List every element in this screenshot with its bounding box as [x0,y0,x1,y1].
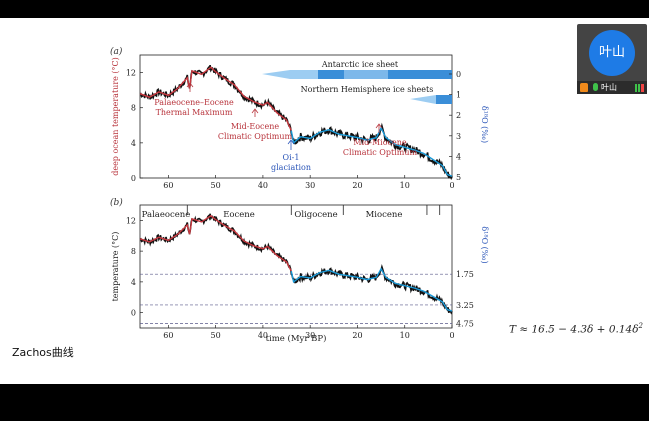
panel-a-frame [139,54,453,179]
panel-b-xtick-label-50: 50 [211,331,221,340]
panel-b-xtick-label-60: 60 [163,331,173,340]
panel-a-xtick-label-50: 50 [211,181,221,190]
panel-b-ytick-label-8: 8 [131,247,136,256]
panel-a-xtick-label-30: 30 [305,181,315,190]
panel-b-series [139,213,453,315]
panel-a-annotations: Palaeocene–Eocene Thermal Maximum Mid-Eo… [154,82,418,172]
antarctic-ice-bar-light-rect [290,70,318,79]
participant-name: 叶山 [601,83,617,92]
panel-b-ylabel: temperature (°C) [111,232,120,302]
epoch-palaeocene: Palaeocene [142,210,191,220]
panel-a-ytick-label-8: 8 [131,104,136,113]
antarctic-ice-bar-light [262,70,290,79]
panel-a-ylabel2: δ¹⁸O (‰) [480,106,489,143]
panel-a-y2tick-label-4: 4 [456,152,461,161]
panel-b-xtick-label-10: 10 [400,331,410,340]
panel-b-ylabel2: δ¹⁸O (‰) [480,226,489,263]
panel-a-xtick-label-60: 60 [163,181,173,190]
microphone-icon[interactable] [593,83,598,91]
dashed-level-label-4.75: 4.75 [456,319,474,328]
antarctic-ice-bar-mid [344,70,388,79]
oi1-annotation-l2: glaciation [271,163,311,172]
bottom-letterbox [0,384,649,421]
panel-a-y2tick-label-0: 0 [456,70,461,79]
panel-a-series [139,64,453,181]
meco-arrowhead [251,108,259,114]
panel-a-xtick-label-10: 10 [400,181,410,190]
panel-b-ytick-label-4: 4 [131,278,136,287]
panel-b-xtick-label-20: 20 [352,331,362,340]
video-participant-tile[interactable]: 叶山 叶山 [577,24,647,94]
panel-b-epochs: Palaeocene Eocene Oligocene Miocene [142,210,403,220]
panel-b-series-cold [290,267,453,312]
nh-ice-label: Northern Hemisphere ice sheets [301,85,434,94]
mmco-annotation-l1: Mid-Miocene [353,138,407,147]
panel-b-xlabel: time (Myr BP) [266,333,327,344]
caption: Zachos曲线 [12,346,74,359]
top-letterbox [0,0,649,18]
panel-b-dashed-levels: 1.75 3.25 4.75 [140,270,474,328]
temperature-formula: T ≈ 16.5 − 4.3δ + 0.14δ2 [509,322,643,336]
panel-a-xtick-label-20: 20 [352,181,362,190]
dashed-level-label-1.75: 1.75 [456,270,474,279]
panel-b-ytick-label-12: 12 [126,216,136,225]
petm-annotation-l1: Palaeocene–Eocene [154,98,234,107]
panel-b-data-scatter [139,213,453,315]
formula-main: T ≈ 16.5 − 4.3δ + 0.14δ [509,323,639,336]
oi1-arrowhead [287,139,295,145]
nh-ice-bar [436,95,452,104]
panel-b-xtick-label-0: 0 [449,331,454,340]
petm-annotation-l2: Thermal Maximum [156,108,233,117]
nh-ice-bar-light [410,95,436,104]
panel-a-y2tick-label-3: 3 [456,132,461,141]
signal-strength-icon [635,84,644,92]
panel-a-xtick-label-0: 0 [449,181,454,190]
panel-a-xtick-label-40: 40 [258,181,268,190]
panel-b-xtick-label-30: 30 [305,331,315,340]
panel-a-y2tick-label-1: 1 [456,91,461,100]
dashed-level-label-3.25: 3.25 [456,301,474,310]
panel-b-ytick-label-0: 0 [131,309,136,318]
panel-a-ytick-label-0: 0 [131,174,136,183]
formula-exponent: 2 [638,322,643,330]
panel-b-label: (b) [110,197,123,208]
panel-b-xtick-label-40: 40 [258,331,268,340]
panel-a-ytick-label-12: 12 [126,69,136,78]
panel-b-frame [139,204,453,329]
epoch-oligocene: Oligocene [294,210,337,220]
panel-a-series-cold [290,126,453,177]
panel-a-ice-sheets: Antarctic ice sheet Northern Hemisphere … [262,60,452,104]
panel-a-y2tick-label-5: 5 [456,173,461,182]
panel-a-ylabel: deep ocean temperature (°C) [111,57,120,176]
user-icon [580,83,588,92]
panel-a-y2tick-label-2: 2 [456,111,461,120]
panel-a-label: (a) [110,46,123,57]
mmco-annotation-l2: Climatic Optimum [343,148,418,157]
panel-a-ytick-label-4: 4 [131,139,136,148]
petm-arrowhead [186,82,194,88]
epoch-eocene: Eocene [223,210,255,220]
epoch-miocene: Miocene [366,210,403,220]
mmco-arrowhead [375,123,383,129]
participant-status-bar: 叶山 [577,81,647,94]
panel-b-series-warm [139,214,292,272]
meco-annotation-l1: Mid-Eocene [231,122,280,131]
antarctic-ice-label: Antarctic ice sheet [321,60,399,69]
panel-a-series-warm [139,66,292,131]
participant-avatar: 叶山 [589,30,635,76]
panel-b-axes: 60 50 40 30 20 10 0 0 4 8 12 temperature (°C) δ¹⁸O (… [111,205,489,340]
meco-annotation-l2: Climatic Optimum [218,132,293,141]
oi1-annotation-l1: Oi-1 [283,153,300,162]
